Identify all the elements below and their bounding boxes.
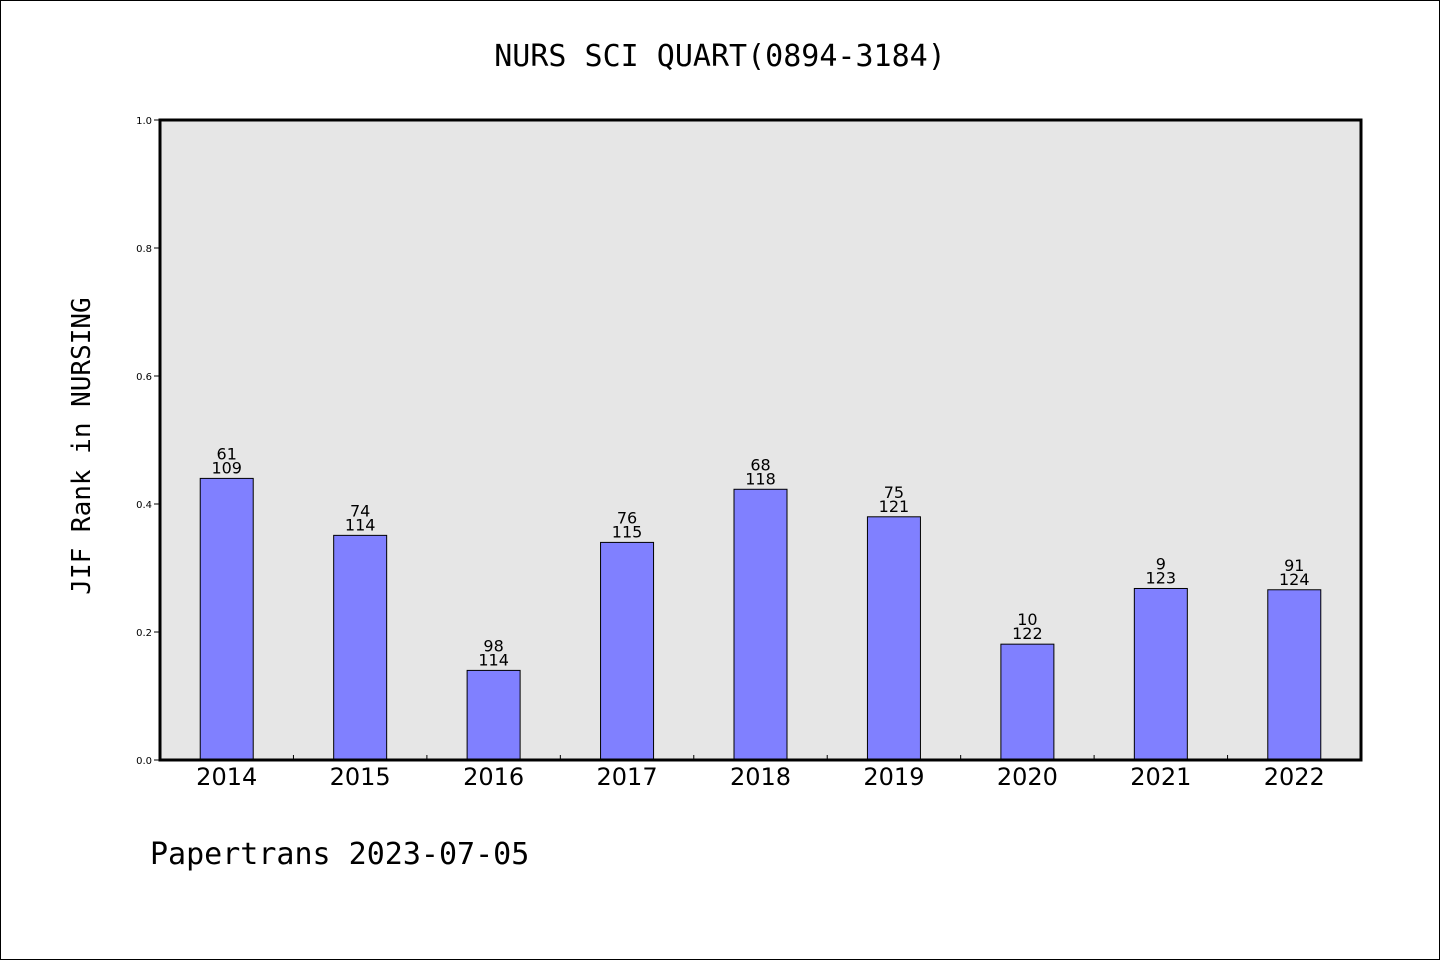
bar-2021 [1133,587,1188,761]
footer-text: Papertrans 2023-07-05 [150,837,529,872]
y-axis-label: JIF Rank in NURSING [67,297,97,594]
x-tick-label: 2022 [1264,763,1325,791]
y-tick-label: 0.2 [136,628,152,639]
x-axis-ticks: 2014 2015 2016 2017 2018 2019 2020 2021 2022 [196,755,1325,791]
bar-total-label: 118 [745,469,776,488]
y-tick-label: 1.0 [136,116,152,127]
bar-rank-label: 74 [350,501,370,520]
bar-total-label: 123 [1146,568,1177,587]
bar-rank-label: 91 [1284,556,1304,575]
bar-rank-label: 61 [217,444,237,463]
bar-total-label: 115 [612,522,643,541]
bar-total-label: 121 [879,497,910,516]
bar-labels: 6110974114981147611568118751211012291239… [211,444,1309,669]
bar-2019 [866,516,921,761]
y-tick-label: 0.8 [136,244,152,255]
bar-2020 [1000,643,1055,761]
bar-rank-label: 76 [617,508,637,527]
bar-total-label: 114 [345,515,376,534]
bar-2016 [466,669,521,761]
x-tick-label: 2018 [730,763,791,791]
plot-border [158,118,1363,762]
bar-total-label: 114 [478,650,509,669]
x-tick-label: 2014 [196,763,257,791]
bar-rank-label: 10 [1017,610,1037,629]
y-tick-label: 0.6 [136,372,152,383]
bar-total-label: 124 [1279,570,1310,589]
x-tick-label: 2015 [330,763,391,791]
x-tick-label: 2016 [463,763,524,791]
bar-2014 [199,477,254,761]
bars-group [199,477,1322,761]
bar-2018 [733,488,788,761]
y-axis-ticks: 0.0 0.2 0.4 0.6 0.8 1.0 [136,116,160,767]
bar-2017 [600,541,655,761]
y-tick-label: 0.4 [136,500,152,511]
bar-rank-label: 75 [884,483,904,502]
x-tick-label: 2019 [863,763,924,791]
y-tick-label: 0.0 [136,756,152,767]
x-tick-label: 2021 [1130,763,1191,791]
x-tick-label: 2017 [597,763,658,791]
bar-rank-label: 68 [750,455,770,474]
bar-total-label: 122 [1012,624,1043,643]
x-tick-label: 2020 [997,763,1058,791]
bar-rank-label: 9 [1156,554,1166,573]
bar-rank-label: 98 [483,636,503,655]
bar-2022 [1267,589,1322,761]
bar-total-label: 109 [211,458,242,477]
chart-title: NURS SCI QUART(0894-3184) [494,39,946,74]
bar-2015 [333,534,388,761]
